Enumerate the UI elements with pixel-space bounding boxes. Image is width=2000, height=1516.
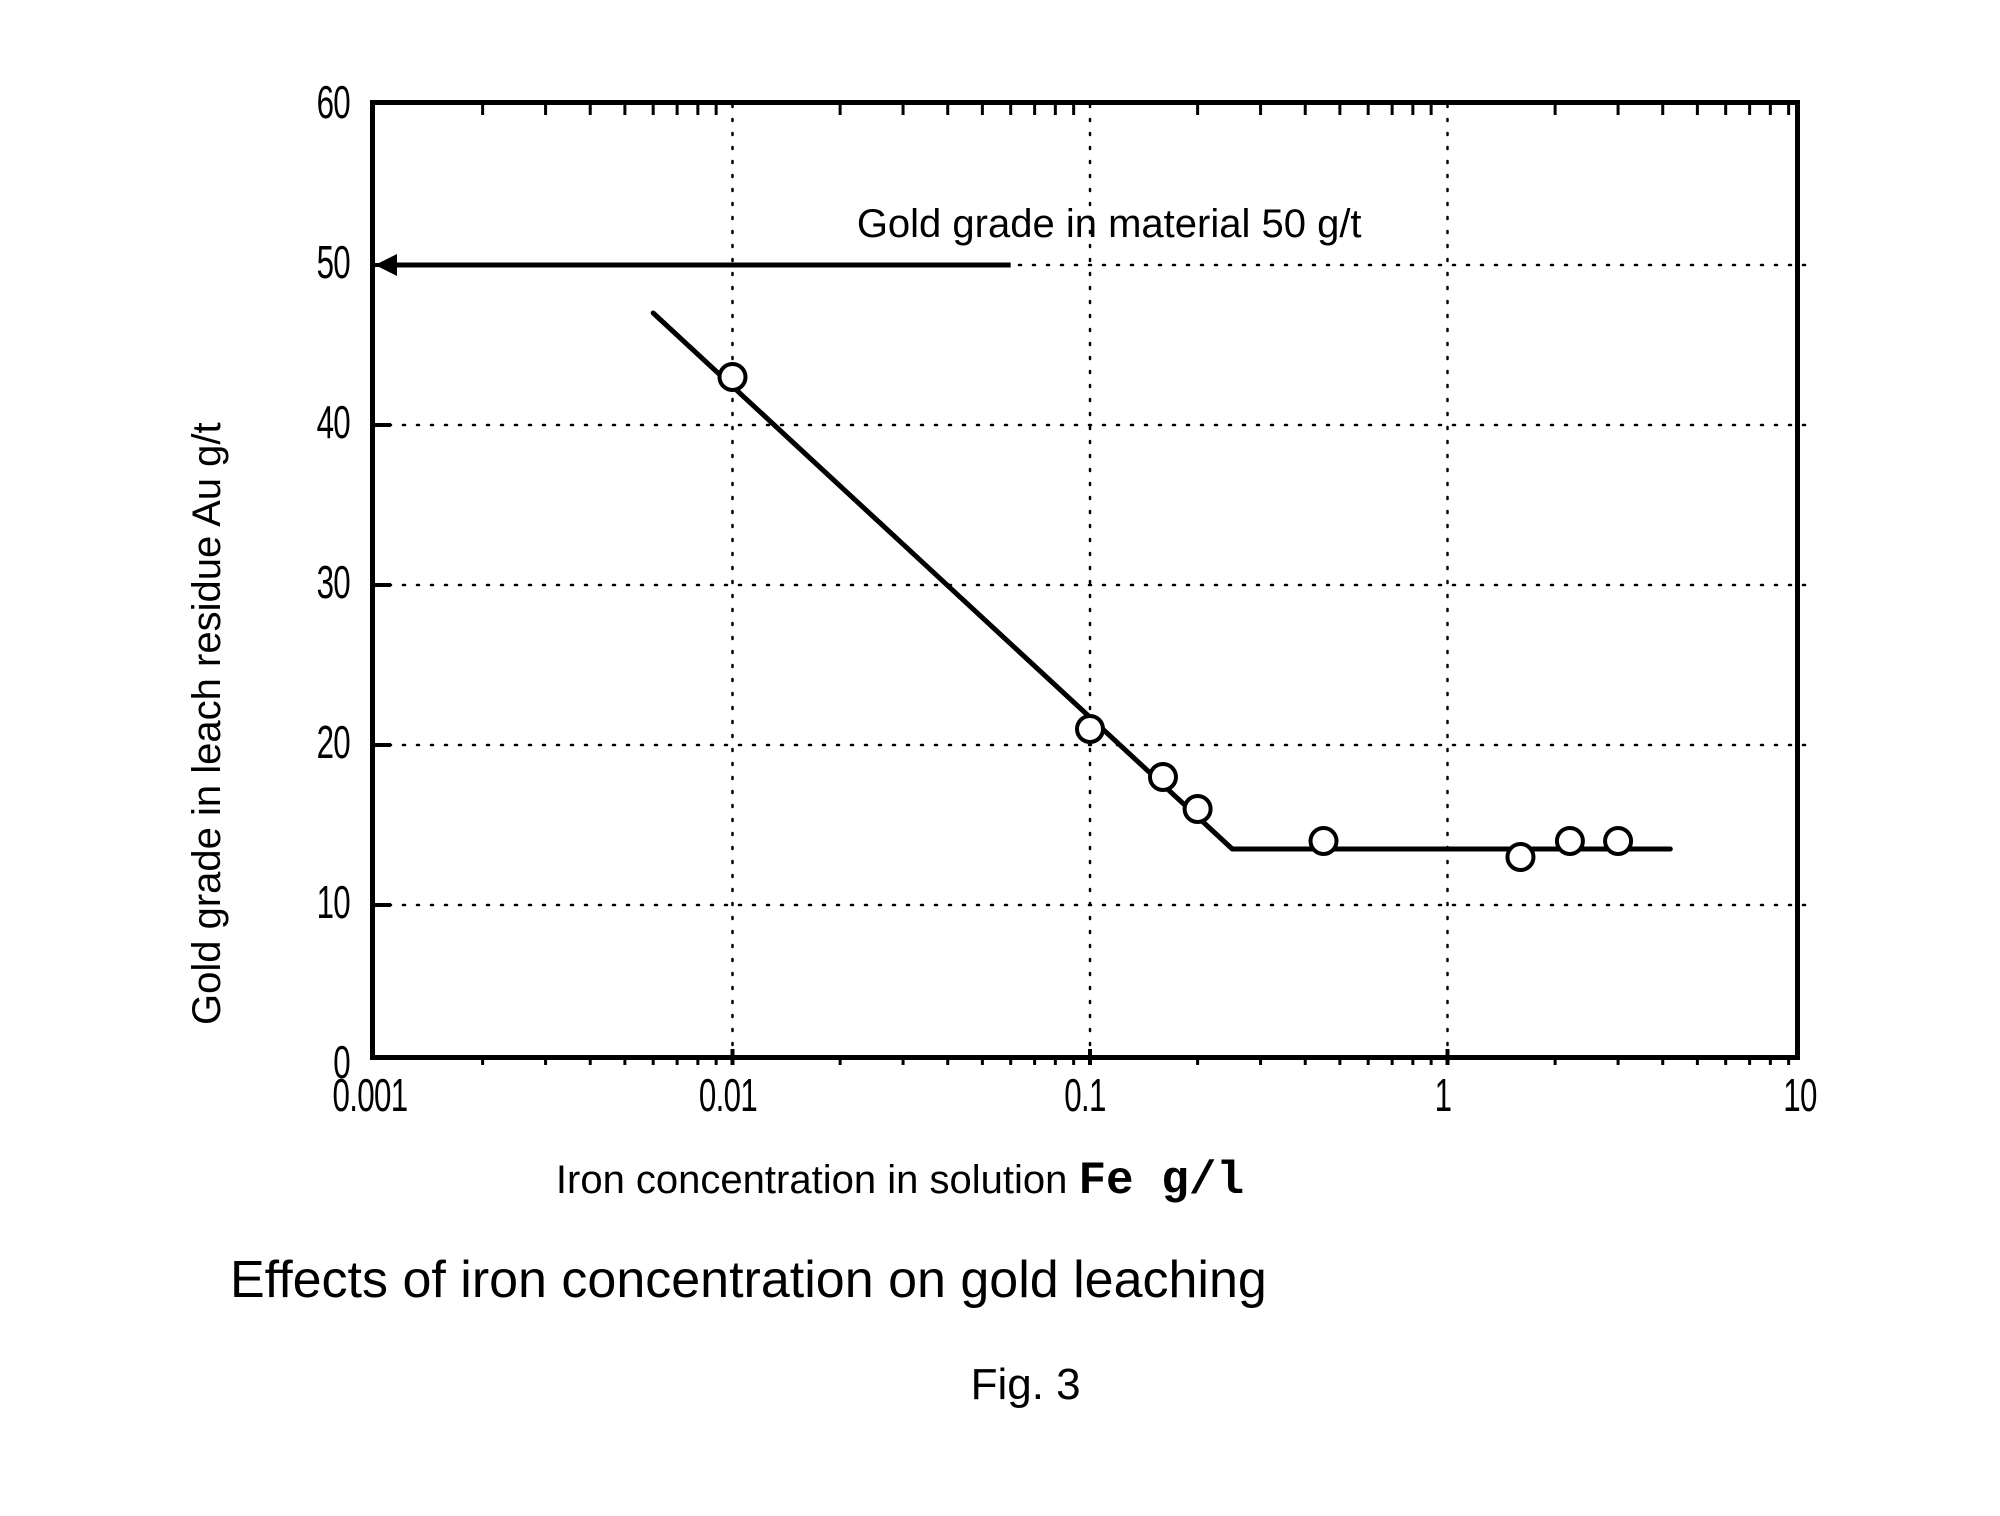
x-axis-label-symbol: Fe g/l [1078, 1155, 1244, 1207]
y-tick-label: 20 [241, 715, 350, 769]
y-tick-label: 50 [241, 235, 350, 289]
x-tick-label: 0.01 [660, 1068, 796, 1122]
figure-number: Fig. 3 [971, 1360, 1081, 1410]
y-tick-label: 10 [241, 875, 350, 929]
x-axis-label-prefix: Iron concentration in solution [556, 1158, 1079, 1202]
x-tick-label: 0.1 [1017, 1068, 1153, 1122]
chart-title: Effects of iron concentration on gold le… [230, 1250, 1267, 1310]
y-tick-label: 40 [241, 395, 350, 449]
y-tick-label: 60 [241, 75, 350, 129]
annotation-gold-grade: Gold grade in material 50 g/t [857, 202, 1362, 247]
x-tick-label: 0.001 [302, 1068, 438, 1122]
y-tick-label: 30 [241, 555, 350, 609]
figure-canvas: Gold grade in leach residue Au g/t Iron … [0, 0, 2000, 1516]
x-tick-label: 10 [1732, 1068, 1868, 1122]
x-axis-label: Iron concentration in solution Fe g/l [556, 1155, 1244, 1207]
plot-svg [375, 105, 1805, 1065]
y-axis-label: Gold grade in leach residue Au g/t [185, 422, 230, 1025]
x-tick-label: 1 [1375, 1068, 1511, 1122]
